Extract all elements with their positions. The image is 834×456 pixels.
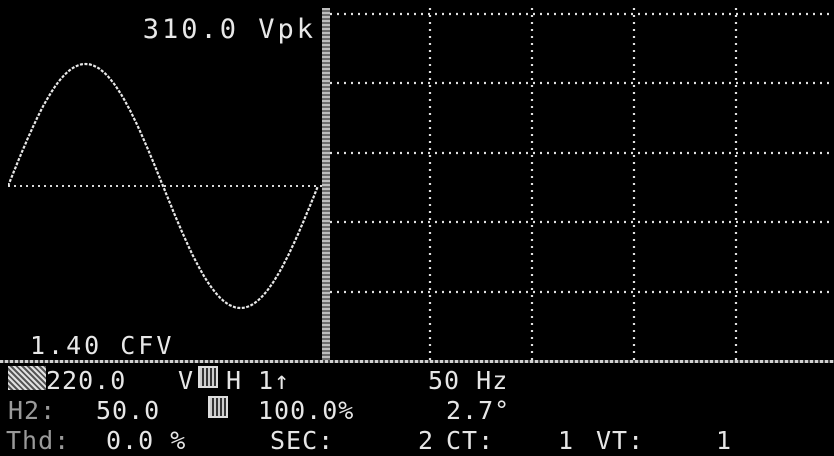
thd-label: Thd: — [6, 426, 71, 455]
harmonic-value: 50.0 — [96, 396, 161, 425]
voltage-value: 220.0 — [46, 366, 127, 395]
channel-indicator-icon — [8, 366, 46, 390]
thd-value: 0.0 % — [106, 426, 187, 455]
sine-waveform — [8, 62, 320, 310]
waveform-panel: 310.0 Vpk 1.40 CFV — [8, 8, 322, 360]
status-separator — [0, 360, 834, 363]
harmonic-label: H2: — [8, 396, 57, 425]
value-marker-icon — [208, 396, 228, 418]
phase-angle: 2.7° — [446, 396, 511, 425]
status-row-3: Thd: 0.0 % SEC: 2 CT: 1 VT: 1 — [0, 426, 834, 456]
status-row-1: 220.0 V H 1↑ 50 Hz — [0, 366, 834, 396]
crest-factor-label: 1.40 CFV — [30, 331, 175, 360]
peak-voltage-label: 310.0 Vpk — [142, 14, 316, 45]
frequency-value: 50 Hz — [428, 366, 509, 395]
waveform-plot — [8, 62, 322, 310]
vt-label: VT: — [596, 426, 645, 455]
ct-value: 1 — [558, 426, 575, 455]
grid-panel — [330, 8, 834, 360]
unit-marker-icon — [198, 366, 218, 388]
harmonic-percent: 100.0% — [258, 396, 355, 425]
ct-label: CT: — [446, 426, 495, 455]
empty-grid — [330, 8, 834, 360]
status-area: 220.0 V H 1↑ 50 Hz H2: 50.0 100.0% 2.7° … — [0, 364, 834, 456]
voltage-unit: V — [178, 366, 195, 395]
sec-label: SEC: — [270, 426, 335, 455]
harmonic-selector: H 1↑ — [226, 366, 291, 395]
grid-lines — [330, 8, 834, 360]
panel-divider — [322, 8, 330, 360]
status-row-2: H2: 50.0 100.0% 2.7° — [0, 396, 834, 426]
sec-value: 2 — [418, 426, 435, 455]
vt-value: 1 — [716, 426, 733, 455]
